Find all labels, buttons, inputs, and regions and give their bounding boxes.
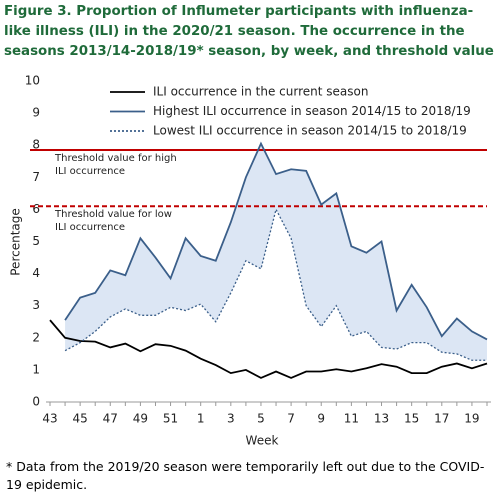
x-tick-label: 9	[317, 412, 325, 426]
threshold-label: ILI occurrence	[55, 222, 125, 233]
x-tick-label: 51	[163, 412, 178, 426]
y-tick-label: 1	[32, 362, 40, 376]
y-tick-label: 0	[32, 395, 40, 409]
chart-title: Figure 3. Proportion of Influmeter parti…	[4, 4, 494, 59]
series-line	[49, 319, 488, 379]
series-line	[64, 207, 487, 361]
x-tick-label: 3	[227, 412, 235, 426]
x-tick-label: 43	[42, 412, 57, 426]
x-tick-label: 17	[434, 412, 449, 426]
y-tick-label: 8	[32, 138, 40, 152]
y-tick-label: 5	[32, 234, 40, 248]
y-tick-label: 2	[32, 330, 40, 344]
y-axis-label: Percentage	[9, 208, 23, 276]
y-tick-label: 6	[32, 202, 40, 216]
y-tick-label: 10	[25, 74, 40, 88]
range-band	[65, 143, 487, 361]
x-axis-label: Week	[246, 434, 279, 448]
x-tick-label: 1	[197, 412, 205, 426]
y-tick-label: 7	[32, 170, 40, 184]
threshold-label: Threshold value for low	[54, 209, 172, 220]
footnote: * Data from the 2019/20 season were temp…	[6, 459, 485, 492]
y-tick-label: 9	[32, 106, 40, 120]
x-tick-label: 49	[133, 412, 148, 426]
x-tick-label: 47	[103, 412, 118, 426]
x-tick-label: 45	[72, 412, 87, 426]
threshold-label: Threshold value for high	[54, 153, 177, 164]
threshold-label: ILI occurrence	[55, 166, 125, 177]
x-tick-label: 7	[287, 412, 295, 426]
x-tick-label: 13	[374, 412, 389, 426]
legend-label: ILI occurrence in the current season	[153, 85, 368, 99]
x-tick-label: 15	[404, 412, 419, 426]
legend-label: Lowest ILI occurrence in season 2014/15 …	[153, 124, 467, 138]
y-tick-label: 3	[32, 298, 40, 312]
x-tick-label: 5	[257, 412, 265, 426]
x-tick-label: 19	[464, 412, 479, 426]
legend-label: Highest ILI occurrence in season 2014/15…	[153, 104, 471, 118]
y-tick-label: 4	[32, 266, 40, 280]
x-tick-label: 11	[344, 412, 359, 426]
series-line	[64, 141, 488, 341]
